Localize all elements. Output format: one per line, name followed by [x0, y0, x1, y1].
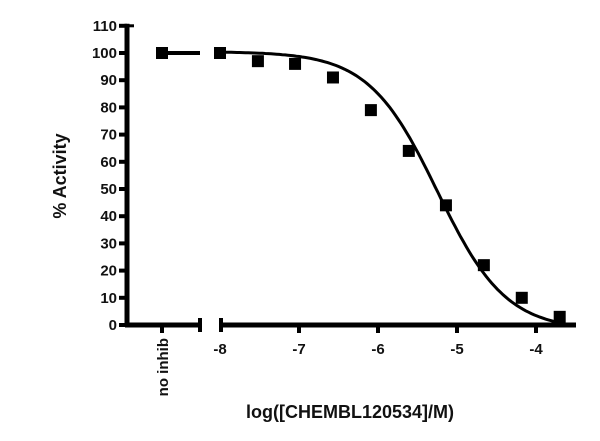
- y-tick-label: 60: [100, 154, 117, 171]
- y-tick-label: 100: [92, 45, 117, 62]
- x-axis: -8 -7 -6 -5 -4: [125, 318, 576, 358]
- x-tick-label-no-inhib: no inhib: [155, 338, 172, 396]
- data-point: [289, 57, 302, 70]
- y-tick-label: 30: [100, 235, 117, 252]
- x-tick-label: -4: [529, 341, 543, 358]
- y-tick-label: 90: [100, 72, 117, 89]
- x-axis-title: log([CHEMBL120534]/M): [246, 402, 454, 422]
- y-tick-label: 80: [100, 99, 117, 116]
- data-point: [477, 259, 490, 272]
- y-tick-label: 70: [100, 127, 117, 144]
- data-point-no-inhib: [156, 47, 168, 59]
- data-point: [326, 71, 339, 84]
- y-tick-label: 40: [100, 208, 117, 225]
- y-axis: 0 10 20 30 40 50 60 70 80 90 100 110: [92, 18, 134, 334]
- data-point: [251, 55, 264, 68]
- data-point: [515, 291, 528, 304]
- x-tick-label: -5: [450, 341, 463, 358]
- data-point: [364, 104, 377, 117]
- data-point: [439, 199, 452, 212]
- x-tick-label: -7: [292, 341, 305, 358]
- x-tick-label: -6: [371, 341, 384, 358]
- y-tick-label: 10: [100, 290, 117, 307]
- fit-curve: [162, 50, 561, 325]
- y-tick-label: 0: [109, 317, 117, 334]
- data-point: [214, 47, 226, 59]
- data-points: [156, 47, 566, 323]
- data-point: [402, 144, 415, 157]
- y-axis-title: % Activity: [50, 133, 70, 218]
- y-tick-label: 50: [100, 181, 117, 198]
- y-tick-label: 110: [93, 18, 117, 35]
- data-point: [553, 310, 566, 323]
- sigmoid-fit-curve: [219, 50, 561, 325]
- x-tick-label: -8: [213, 341, 226, 358]
- y-tick-label: 20: [100, 263, 117, 280]
